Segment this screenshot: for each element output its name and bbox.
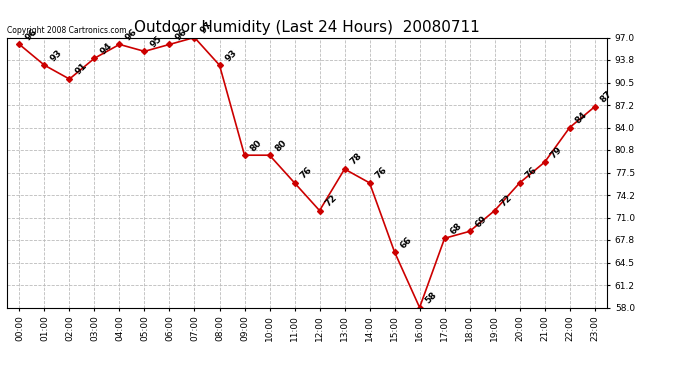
Text: 80: 80	[274, 138, 289, 153]
Text: 91: 91	[74, 62, 89, 77]
Text: 93: 93	[224, 48, 239, 63]
Text: 93: 93	[48, 48, 64, 63]
Text: 66: 66	[399, 235, 414, 250]
Text: 76: 76	[299, 165, 314, 181]
Text: 87: 87	[599, 89, 614, 105]
Text: 96: 96	[23, 27, 39, 42]
Text: 72: 72	[499, 193, 514, 208]
Text: 94: 94	[99, 41, 114, 56]
Text: 95: 95	[148, 34, 164, 49]
Text: 58: 58	[424, 290, 439, 305]
Text: Copyright 2008 Cartronics.com: Copyright 2008 Cartronics.com	[7, 26, 126, 35]
Text: 78: 78	[348, 152, 364, 167]
Text: 96: 96	[174, 27, 189, 42]
Text: 68: 68	[448, 221, 464, 236]
Text: 97: 97	[199, 20, 214, 35]
Text: 69: 69	[474, 214, 489, 229]
Text: 96: 96	[124, 27, 139, 42]
Text: 79: 79	[549, 145, 564, 160]
Text: 76: 76	[524, 165, 539, 181]
Text: 80: 80	[248, 138, 264, 153]
Title: Outdoor Humidity (Last 24 Hours)  20080711: Outdoor Humidity (Last 24 Hours) 2008071…	[134, 20, 480, 35]
Text: 72: 72	[324, 193, 339, 208]
Text: 84: 84	[574, 110, 589, 125]
Text: 76: 76	[374, 165, 389, 181]
